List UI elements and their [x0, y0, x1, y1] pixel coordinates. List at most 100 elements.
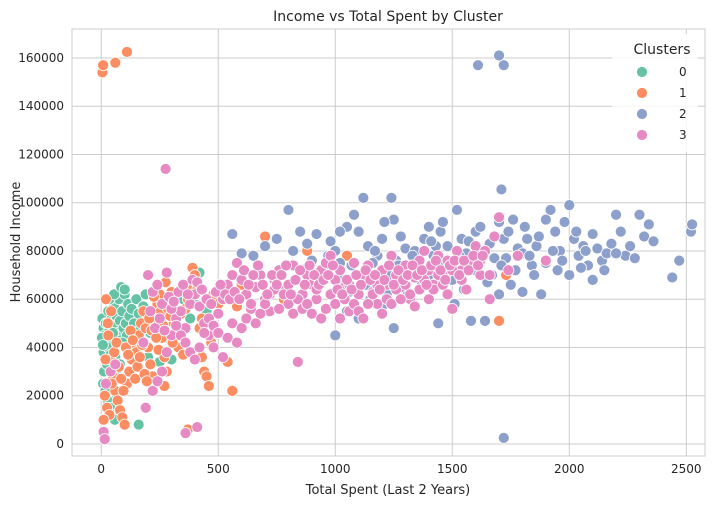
data-point — [294, 225, 307, 238]
data-point — [591, 242, 604, 255]
data-point — [532, 230, 545, 243]
data-point — [355, 278, 367, 291]
data-point — [378, 216, 391, 228]
data-point — [373, 283, 386, 296]
data-point — [673, 254, 686, 267]
y-tick-label: 140000 — [18, 99, 64, 113]
data-point — [118, 418, 131, 431]
data-point — [102, 329, 115, 342]
data-point — [551, 264, 564, 277]
data-point — [556, 254, 569, 267]
data-point — [188, 353, 201, 366]
data-point — [474, 220, 487, 233]
data-point — [451, 204, 463, 216]
y-axis-ticks: 0 20000 40000 60000 80000 100000 120000 140000 1… — [18, 51, 64, 451]
y-tick-label: 100000 — [18, 196, 64, 210]
data-point — [97, 59, 110, 72]
data-point — [315, 312, 328, 325]
data-point — [100, 293, 112, 306]
data-point — [270, 232, 283, 245]
data-point — [282, 204, 295, 216]
data-point — [334, 225, 346, 238]
legend-items: 0 1 2 3 — [636, 65, 687, 142]
data-point — [369, 245, 381, 257]
data-point — [686, 218, 699, 231]
data-point — [231, 336, 243, 349]
data-point — [369, 269, 381, 281]
data-point — [233, 293, 246, 306]
data-point — [221, 331, 234, 344]
data-point — [502, 264, 515, 277]
data-point — [195, 283, 208, 296]
data-point — [181, 288, 194, 301]
data-point — [121, 46, 133, 58]
data-point — [324, 235, 337, 248]
data-point — [198, 327, 211, 339]
data-point — [348, 208, 360, 221]
data-point — [544, 204, 557, 216]
data-point — [226, 317, 239, 330]
data-point — [497, 432, 510, 444]
legend-marker — [636, 129, 648, 141]
data-point — [465, 315, 477, 327]
data-point — [294, 264, 307, 277]
x-axis-ticks: 0 500 1000 1500 2000 2500 — [97, 462, 701, 476]
data-point — [240, 312, 253, 325]
data-point — [376, 232, 388, 245]
data-point — [563, 269, 576, 281]
y-tick-label: 60000 — [26, 292, 64, 306]
data-point — [429, 254, 442, 267]
data-point — [539, 254, 552, 267]
data-point — [110, 336, 123, 349]
data-point — [624, 240, 637, 253]
data-point — [394, 230, 407, 243]
legend-marker — [636, 66, 648, 78]
data-point — [109, 56, 122, 69]
data-point — [493, 315, 505, 327]
data-point — [273, 302, 285, 315]
data-point — [432, 317, 445, 330]
series-3 — [97, 163, 552, 446]
data-point — [308, 269, 321, 281]
data-point — [270, 278, 283, 291]
data-point — [507, 213, 520, 226]
data-point — [493, 288, 505, 301]
data-point — [610, 208, 622, 221]
data-point — [359, 264, 372, 277]
data-point — [212, 327, 225, 339]
data-point — [287, 245, 300, 257]
legend-label: 0 — [679, 65, 687, 79]
data-point — [305, 307, 318, 320]
data-point — [497, 59, 510, 72]
data-point — [406, 259, 419, 272]
data-point — [117, 384, 130, 397]
data-point — [493, 211, 505, 224]
data-point — [418, 245, 431, 257]
data-point — [284, 288, 297, 301]
data-point — [231, 257, 243, 269]
legend-title: Clusters — [634, 42, 691, 58]
data-point — [605, 237, 618, 250]
data-point — [289, 273, 302, 286]
data-point — [235, 322, 248, 335]
data-point — [642, 218, 655, 231]
data-point — [598, 264, 611, 277]
data-point — [301, 298, 314, 310]
data-point — [422, 220, 435, 233]
data-point — [256, 278, 269, 291]
data-point — [493, 49, 505, 62]
data-point — [329, 298, 342, 310]
data-point — [336, 288, 349, 301]
legend-marker — [636, 108, 648, 120]
data-point — [139, 401, 152, 414]
data-point — [488, 252, 501, 265]
data-point — [111, 394, 124, 407]
data-point — [502, 225, 515, 238]
data-point — [350, 269, 363, 281]
data-point — [96, 339, 109, 351]
data-point — [327, 259, 339, 272]
data-point — [100, 377, 112, 390]
data-point — [535, 288, 548, 301]
data-point — [156, 365, 168, 378]
